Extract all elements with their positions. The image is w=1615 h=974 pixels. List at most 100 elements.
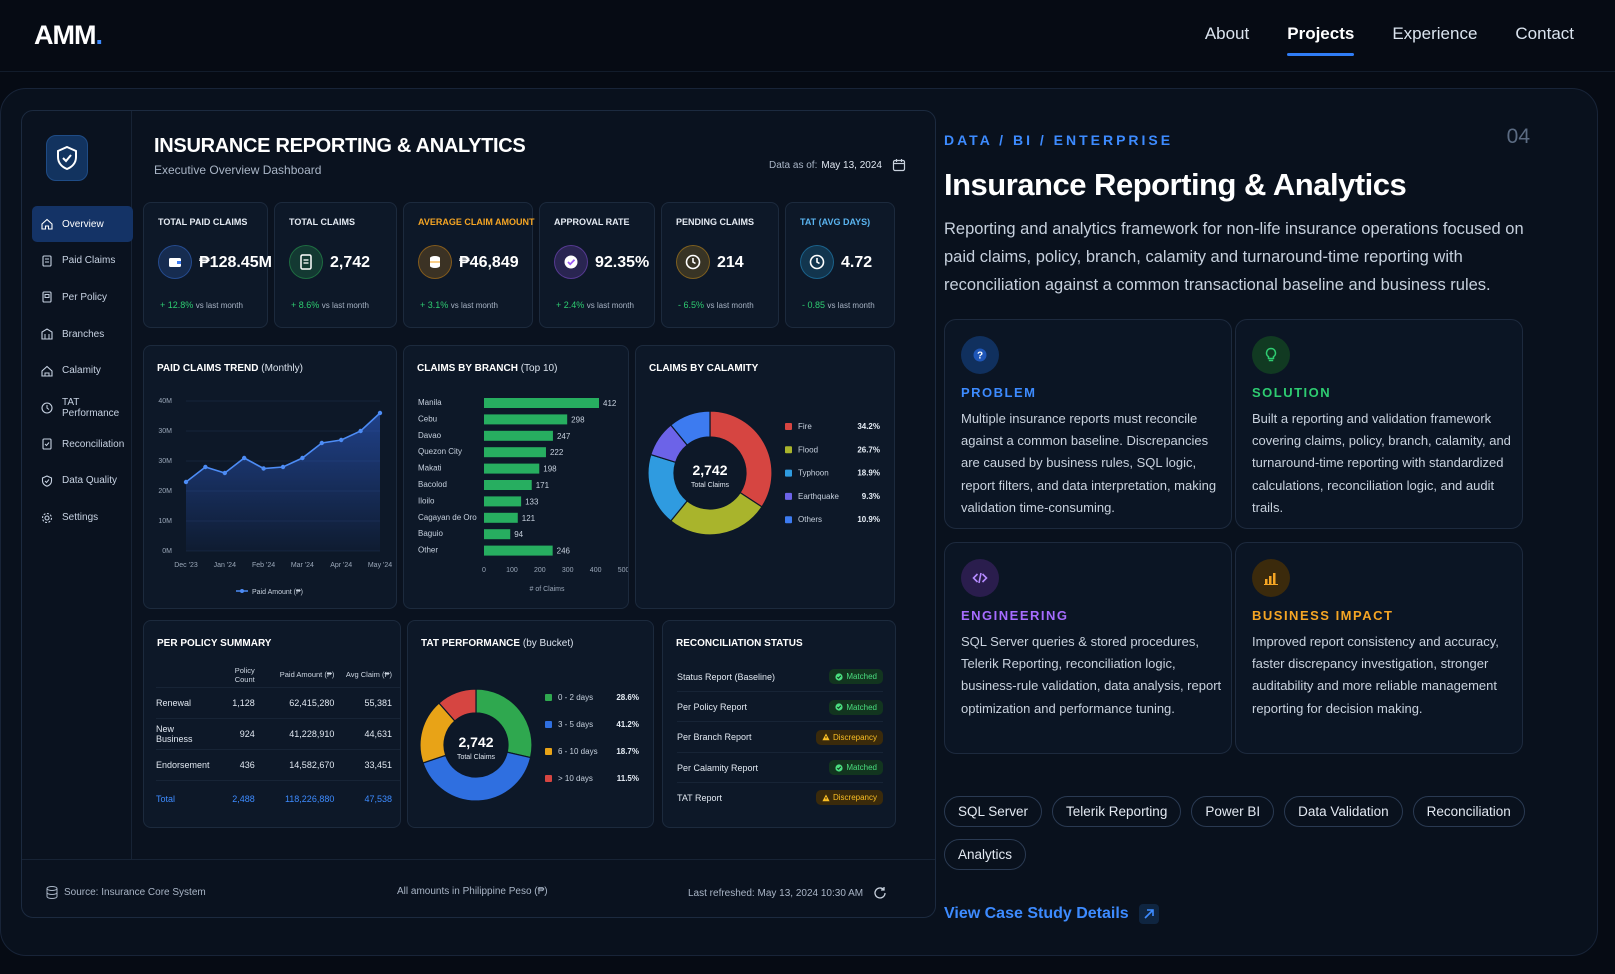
y-tick-label: 30M [158, 428, 172, 435]
recon-row: Per Calamity Report Matched [677, 751, 883, 783]
refresh-icon[interactable] [873, 886, 887, 900]
recon-row: Status Report (Baseline) Matched [677, 661, 883, 692]
kpi-card-total-paid-claims: TOTAL PAID CLAIMS ₱128.45M + 12.8% vs last… [143, 202, 272, 328]
sidebar-item-tat-performance[interactable]: TAT Performance [32, 390, 133, 426]
kpi-value: 2,742 [330, 254, 371, 271]
legend-swatch [785, 446, 792, 454]
database-icon [46, 886, 58, 899]
kpi-change: + 12.8% vs last month [160, 300, 243, 310]
view-case-study-link[interactable]: View Case Study Details [944, 904, 1159, 924]
trend-point [300, 455, 305, 461]
shield-check-icon [41, 475, 53, 487]
kpi-label: APPROVAL RATE [554, 217, 630, 227]
x-axis-label: # of Claims [529, 586, 565, 593]
branch-value: 412 [603, 399, 617, 408]
sidebar-item-paid-claims[interactable]: Paid Claims [32, 243, 133, 279]
sidebar-item-overview[interactable]: Overview [32, 206, 133, 242]
data-as-of: Data as of: May 13, 2024 [769, 158, 906, 172]
branch-bar [484, 480, 532, 490]
recon-report-name: TAT Report [677, 792, 723, 803]
trend-point [222, 470, 227, 476]
sidebar-item-label: Data Quality [62, 475, 118, 487]
sidebar-item-per-policy[interactable]: Per Policy [32, 279, 133, 315]
legend-swatch [785, 492, 792, 500]
donut-slice [669, 410, 711, 446]
kpi-value: 214 [717, 254, 744, 271]
legend-swatch [785, 516, 792, 524]
sidebar-item-branches[interactable]: Branches [32, 316, 133, 352]
legend-value: 34.2% [857, 422, 880, 431]
sidebar-item-reconciliation[interactable]: Reconciliation [32, 426, 133, 462]
table-row: Renewal 1,128 62,415,280 55,381 [156, 686, 400, 718]
kpi-value: ₱46,849 [459, 254, 519, 271]
branch-value: 198 [543, 465, 557, 474]
table-row: New Business 924 41,228,910 44,631 [156, 717, 400, 749]
branch-label: Cagayan de Oro [418, 513, 477, 522]
sidebar-item-calamity[interactable]: Calamity [32, 353, 133, 389]
calendar-icon[interactable] [892, 158, 906, 172]
tag-data-validation[interactable]: Data Validation [1284, 796, 1403, 827]
sidebar-item-label: Branches [62, 328, 105, 340]
branch-label: Makati [418, 464, 442, 473]
calamity-chart: 2,742 Total Claims Fire 34.2% Flood 26.7% Typh… [647, 410, 880, 536]
tag-analytics[interactable]: Analytics [944, 839, 1027, 870]
recon-row: TAT Report Discrepancy [677, 781, 883, 813]
project-title: Insurance Reporting & Analytics [944, 167, 1407, 202]
wallet-icon [158, 245, 192, 279]
legend-value: 18.7% [616, 747, 639, 756]
legend-label: 3 - 5 days [558, 720, 593, 729]
tat-chart: 2,742 Total Claims 0 - 2 days 28.6% 3 - 5 da… [419, 688, 639, 802]
tat-performance-panel: TAT PERFORMANCE (by Bucket) 2,742 Total C… [407, 620, 654, 828]
kpi-label: TAT (AVG DAYS) [800, 217, 871, 227]
legend-swatch [545, 721, 552, 728]
sidebar-item-label: TAT Performance [62, 396, 120, 419]
footer-refreshed: Last refreshed: May 13, 2024 10:30 AM [688, 886, 887, 900]
legend-value: 26.7% [857, 445, 880, 454]
nav-link-contact[interactable]: Contact [1515, 24, 1574, 43]
nav-link-projects[interactable]: Projects [1268, 0, 1373, 72]
table-cell: 41,228,910 [262, 717, 343, 749]
table-cell: Endorsement [156, 748, 219, 780]
donut-center-value: 2,742 [692, 462, 727, 478]
tag-power-bi[interactable]: Power BI [1191, 796, 1275, 827]
donut-center-label: Total Claims [457, 754, 496, 761]
tag-reconciliation[interactable]: Reconciliation [1412, 796, 1525, 827]
kpi-card-average-claim-amount: AVERAGE CLAIM AMOUNT ₱46,849 + 3.1% vs las… [403, 202, 535, 328]
tag-telerik-reporting[interactable]: Telerik Reporting [1052, 796, 1182, 827]
y-tick-label: 30M [158, 458, 172, 465]
coins-icon [418, 245, 452, 279]
dashboard-sidebar: Overview Paid Claims Per Policy Branches Cal… [22, 111, 133, 859]
status-badge: Matched [829, 669, 883, 684]
trend-point [242, 455, 247, 461]
nav-link-experience[interactable]: Experience [1392, 24, 1478, 43]
x-tick-label: Dec '23 [174, 562, 198, 569]
branch-label: Quezon City [418, 447, 462, 456]
legend-value: 10.9% [857, 515, 880, 524]
status-badge: Matched [829, 760, 883, 776]
sidebar-item-settings[interactable]: Settings [32, 500, 133, 536]
trend-point [358, 428, 363, 434]
legend-label: Flood [798, 445, 818, 454]
x-tick-label: 200 [534, 567, 546, 574]
nav-link-about[interactable]: About [1204, 24, 1250, 43]
kpi-card-total-claims: TOTAL CLAIMS 2,742 + 8.6% vs last month [274, 202, 397, 328]
svg-text:?: ? [977, 351, 983, 362]
x-tick-label: Feb '24 [252, 562, 275, 569]
claims-by-branch-panel: CLAIMS BY BRANCH (Top 10) Manila 412 Cebu 2… [403, 345, 629, 609]
table-cell: Renewal [156, 686, 219, 718]
site-logo[interactable]: AMM. [34, 20, 103, 50]
table-cell: 33,451 [342, 748, 400, 780]
branch-value: 247 [557, 432, 571, 441]
branch-label: Cebu [418, 414, 437, 423]
sidebar-item-data-quality[interactable]: Data Quality [32, 463, 133, 499]
clock-icon [800, 245, 834, 279]
tag-sql-server[interactable]: SQL Server [944, 796, 1043, 827]
branch-value: 121 [522, 514, 536, 523]
kpi-change: + 2.4% vs last month [556, 300, 634, 310]
card-heading: ENGINEERING [961, 608, 1069, 623]
card-problem: ? PROBLEM Multiple insurance reports must … [944, 319, 1232, 529]
column-header [156, 663, 219, 687]
dashboard-preview: Overview Paid Claims Per Policy Branches Cal… [21, 110, 936, 918]
branch-value: 246 [557, 547, 571, 556]
tech-tags: SQL Server Telerik Reporting Power BI Data … [944, 796, 1544, 870]
